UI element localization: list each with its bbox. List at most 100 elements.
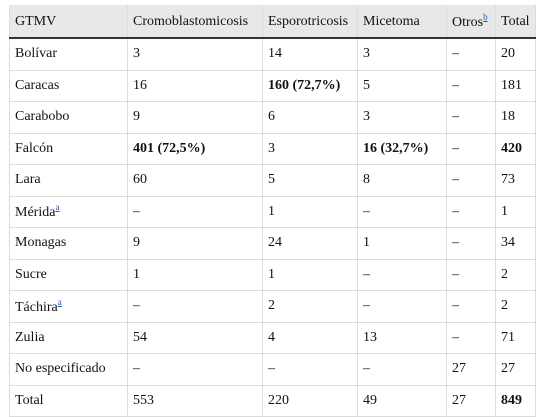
cell-text: – xyxy=(133,298,140,314)
table-cell: Carabobo xyxy=(9,101,128,134)
cell-text: 2 xyxy=(501,266,508,282)
cell-text: – xyxy=(363,361,370,377)
cell-text: Caracas xyxy=(15,77,60,93)
cell-text: 420 xyxy=(501,140,522,156)
cell-text: – xyxy=(452,298,459,314)
cell-text: 3 xyxy=(363,46,370,62)
table-cell: 60 xyxy=(127,164,263,197)
cell-text: 3 xyxy=(268,140,275,156)
table-cell: – xyxy=(357,353,447,386)
table-cell: 3 xyxy=(262,132,358,165)
cell-text: 8 xyxy=(363,172,370,188)
cell-text: Lara xyxy=(15,172,41,188)
table-cell: 71 xyxy=(495,321,536,354)
table-cell: 27 xyxy=(446,384,496,417)
table-cell: 20 xyxy=(495,37,536,71)
table-cell: Zulia xyxy=(9,321,128,354)
table-cell: 1 xyxy=(262,258,358,291)
table-cell: 24 xyxy=(262,227,358,260)
header-cell: Total xyxy=(495,5,536,39)
table-cell: 2 xyxy=(495,290,536,323)
table-cell: 49 xyxy=(357,384,447,417)
cell-text: 14 xyxy=(268,46,282,62)
table-cell: Sucre xyxy=(9,258,128,291)
cell-text: 20 xyxy=(501,46,515,62)
cell-text: – xyxy=(363,203,370,219)
cell-text: Monagas xyxy=(15,235,67,251)
table-cell: 27 xyxy=(446,353,496,386)
header-text: GTMV xyxy=(15,13,57,29)
table-cell: – xyxy=(446,37,496,71)
header-cell: GTMV xyxy=(9,5,128,39)
cell-text: 27 xyxy=(501,361,515,377)
cell-text: 13 xyxy=(363,329,377,345)
cell-text: 9 xyxy=(133,109,140,125)
footnote-marker: b xyxy=(483,12,488,22)
table-cell: 2 xyxy=(262,290,358,323)
cell-text: 1 xyxy=(363,235,370,251)
footnote-marker: a xyxy=(58,297,62,307)
table-cell: 220 xyxy=(262,384,358,417)
table-cell: Falcón xyxy=(9,132,128,165)
table-cell: 553 xyxy=(127,384,263,417)
table-cell: 9 xyxy=(127,101,263,134)
cell-text: 18 xyxy=(501,109,515,125)
cell-text: 1 xyxy=(268,266,275,282)
table-row: Total 553 220 49 27 849 xyxy=(9,384,536,417)
cell-text: – xyxy=(452,46,459,62)
cell-text: 220 xyxy=(268,392,289,408)
cell-text: 1 xyxy=(133,266,140,282)
cell-text: Falcón xyxy=(15,140,54,156)
cell-text: 160 (72,7%) xyxy=(268,77,341,93)
table-cell: 2 xyxy=(495,258,536,291)
table-row: Falcón 401 (72,5%) 3 16 (32,7%) – 420 xyxy=(9,132,536,165)
table-cell: 3 xyxy=(127,37,263,71)
table-cell: 181 xyxy=(495,69,536,102)
table-row: Lara 60 5 8 – 73 xyxy=(9,164,536,197)
table-cell: 1 xyxy=(262,195,358,228)
table-cell: 18 xyxy=(495,101,536,134)
cell-text: 34 xyxy=(501,235,515,251)
cell-text: – xyxy=(133,361,140,377)
table-cell: 54 xyxy=(127,321,263,354)
cell-text: – xyxy=(363,298,370,314)
header-row: GTMV Cromoblastomicosis Esporotricosis Mice… xyxy=(9,5,536,39)
cell-text: 3 xyxy=(133,46,140,62)
header-cell: Cromoblastomicosis xyxy=(127,5,263,39)
table-row: Bolívar 3 14 3 – 20 xyxy=(9,37,536,71)
table-cell: Monagas xyxy=(9,227,128,260)
cell-text: – xyxy=(452,203,459,219)
footnote-link[interactable]: a xyxy=(55,202,60,213)
header-cell: Esporotricosis xyxy=(262,5,358,39)
table-cell: – xyxy=(446,69,496,102)
cell-text: – xyxy=(452,235,459,251)
table-cell: 849 xyxy=(495,384,536,417)
footnote-link[interactable]: a xyxy=(57,296,62,307)
cell-text: – xyxy=(452,329,459,345)
cell-text: 2 xyxy=(268,298,275,314)
table-cell: Méridaa xyxy=(9,195,128,228)
table-cell: – xyxy=(262,353,358,386)
cell-text: No especificado xyxy=(15,361,106,377)
cell-text: 60 xyxy=(133,172,147,188)
cell-text: 73 xyxy=(501,172,515,188)
table-row: Táchiraa –2– –2 xyxy=(9,290,536,323)
table-cell: Táchiraa xyxy=(9,290,128,323)
table-cell: Total xyxy=(9,384,128,417)
table-cell: 6 xyxy=(262,101,358,134)
table-cell: 1 xyxy=(495,195,536,228)
table-cell: 14 xyxy=(262,37,358,71)
footnote-link[interactable]: b xyxy=(483,12,488,22)
cell-text: 24 xyxy=(268,235,282,251)
table-row: Monagas 9 24 1 – 34 xyxy=(9,227,536,260)
table-cell: – xyxy=(446,132,496,165)
header-text: Total xyxy=(501,13,530,29)
cell-text: – xyxy=(363,266,370,282)
cell-text: 16 (32,7%) xyxy=(363,140,429,156)
table-cell: 420 xyxy=(495,132,536,165)
table-row: Méridaa –1– –1 xyxy=(9,195,536,228)
cell-text: 27 xyxy=(452,361,466,377)
table-cell: Lara xyxy=(9,164,128,197)
cell-text: 1 xyxy=(268,203,275,219)
